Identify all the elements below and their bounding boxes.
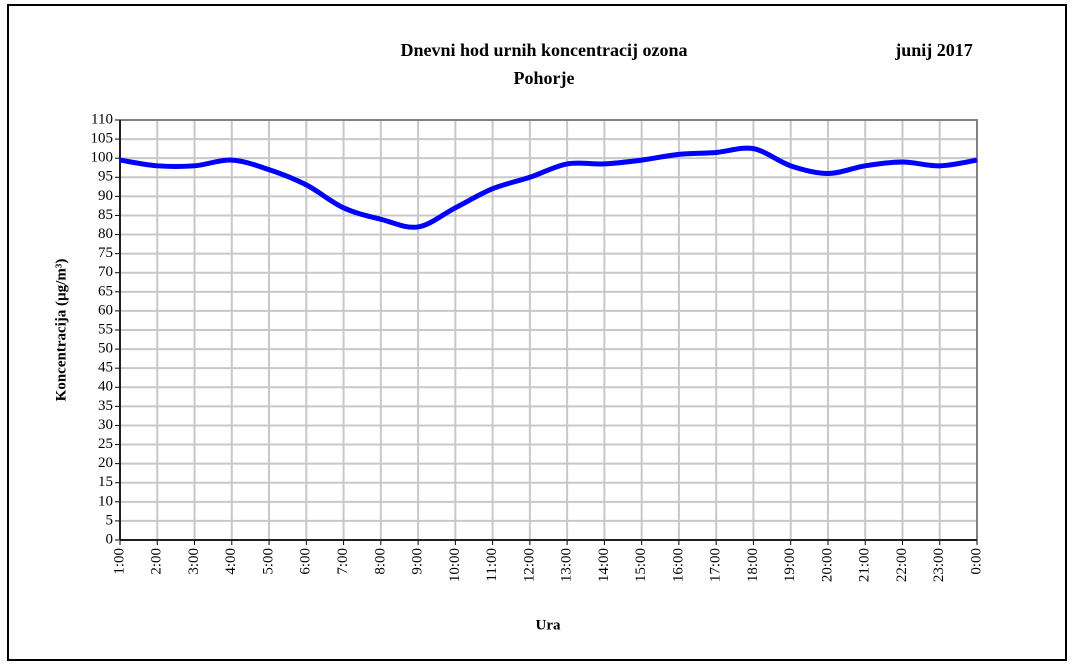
y-tick-label: 65: [98, 283, 113, 299]
x-tick-label: 11:00: [484, 548, 500, 582]
y-tick-label: 10: [98, 493, 113, 509]
x-tick-label: 12:00: [521, 548, 537, 582]
x-tick-label: 22:00: [894, 548, 910, 582]
x-axis-label: Ura: [536, 617, 561, 633]
y-tick-label: 15: [98, 474, 113, 490]
x-tick-label: 23:00: [931, 548, 947, 582]
y-tick-label: 60: [98, 302, 113, 318]
chart-subtitle: Pohorje: [514, 68, 575, 88]
line: [119, 145, 978, 230]
x-tick-label: 0:00: [968, 548, 984, 575]
x-tick-label: 21:00: [857, 548, 873, 582]
y-tick-label: 20: [98, 455, 113, 471]
y-tick-label: 45: [98, 360, 113, 376]
x-tick-label: 13:00: [559, 548, 575, 582]
grid: 0 5 10 15 20 25 30 35 40 45 50 55 60 65 70 75 80 85 90 95 10…: [91, 111, 985, 582]
x-tick-label: 1:00: [111, 548, 127, 575]
x-tick-label: 9:00: [410, 548, 426, 575]
x-tick-label: 3:00: [186, 548, 202, 575]
y-tick-label: 35: [98, 398, 113, 414]
x-tick-label: 18:00: [745, 548, 761, 582]
x-tick-label: 16:00: [670, 548, 686, 582]
chart-title: Dnevni hod urnih koncentracij ozona: [400, 40, 687, 60]
x-tick-label: 14:00: [596, 548, 612, 582]
y-tick-label: 85: [98, 207, 113, 223]
x-tick-label: 5:00: [260, 548, 276, 575]
x-tick-label: 15:00: [633, 548, 649, 582]
chart-frame: [7, 4, 1067, 661]
x-tick-label: 10:00: [447, 548, 463, 582]
y-tick-label: 95: [98, 169, 113, 185]
y-tick-label: 105: [91, 131, 114, 147]
period: junij 2017: [894, 40, 973, 60]
plot: [119, 145, 978, 230]
x-tick-label: 19:00: [782, 548, 798, 582]
x-tick-label: 17:00: [708, 548, 724, 582]
y-tick-label: 5: [106, 512, 114, 528]
y-tick-label: 90: [98, 188, 113, 204]
x-tick-label: 8:00: [372, 548, 388, 575]
y-tick-label: 40: [98, 379, 113, 395]
x-tick-label: 2:00: [149, 548, 165, 575]
y-tick-label: 0: [106, 531, 114, 547]
y-axis-label: Koncentracija (µg/m³): [53, 259, 69, 402]
y-tick-label: 100: [91, 150, 114, 166]
y-tick-label: 55: [98, 321, 113, 337]
x-tick-label: 20:00: [819, 548, 835, 582]
y-tick-label: 75: [98, 245, 113, 261]
x-tick-label: 6:00: [298, 548, 314, 575]
x-tick-label: 7:00: [335, 548, 351, 575]
y-tick-label: 70: [98, 264, 113, 280]
y-tick-label: 80: [98, 226, 113, 242]
y-tick-label: 30: [98, 417, 113, 433]
y-tick-label: 50: [98, 341, 113, 357]
y-tick-label: 110: [91, 111, 113, 127]
y-tick-label: 25: [98, 436, 113, 452]
x-tick-label: 4:00: [223, 548, 239, 575]
